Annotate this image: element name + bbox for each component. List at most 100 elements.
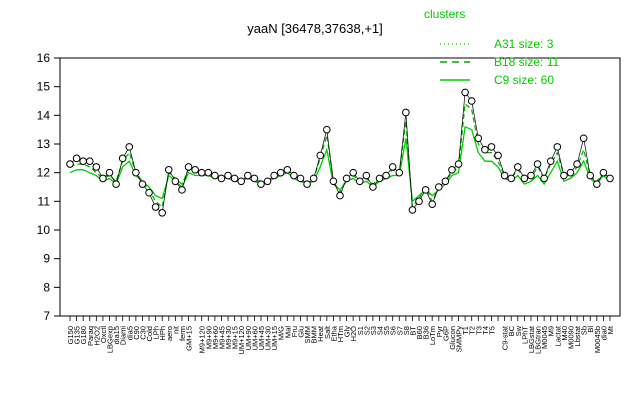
x-tick-label: LPhT xyxy=(520,326,529,344)
data-point xyxy=(138,180,147,188)
data-point xyxy=(448,166,456,174)
legend-label-a31: A31 size: 3 xyxy=(494,37,554,51)
data-point xyxy=(316,151,325,160)
data-point xyxy=(586,171,595,180)
x-tick-label: UM+30 xyxy=(264,326,273,350)
x-tick-label: G150 xyxy=(66,326,75,344)
data-point xyxy=(369,183,377,191)
x-tick-label: Glucon xyxy=(448,326,457,350)
data-point xyxy=(132,168,140,177)
data-point xyxy=(92,163,101,171)
x-tick-label: S2 xyxy=(362,326,371,335)
x-tick-label: Gly xyxy=(343,326,352,338)
x-tick-label: T1 xyxy=(461,326,470,335)
data-point xyxy=(349,168,357,177)
x-tick-label: Lbstat xyxy=(573,325,582,346)
data-point xyxy=(72,154,81,163)
data-point xyxy=(441,177,450,186)
x-tick-label: G180 xyxy=(79,326,88,344)
y-tick-label: 14 xyxy=(37,108,51,122)
x-tick-label: Glu xyxy=(296,326,305,338)
x-tick-label: LBGstat xyxy=(527,325,536,353)
x-tick-label: SMMPy xyxy=(455,326,464,353)
y-tick-label: 8 xyxy=(43,280,50,294)
x-tick-label: Mal xyxy=(283,326,292,338)
x-tick-label: dia15 xyxy=(112,326,121,344)
y-tick-label: 7 xyxy=(43,309,50,323)
y-tick-label: 11 xyxy=(38,194,51,208)
x-tick-label: LoTm xyxy=(428,326,437,345)
x-tick-label: BMM xyxy=(310,326,319,344)
x-tick-label: UM+45 xyxy=(257,326,266,350)
data-point xyxy=(507,174,516,183)
x-tick-label: T5 xyxy=(487,326,496,335)
data-point xyxy=(566,168,575,177)
data-point xyxy=(99,174,107,183)
data-point xyxy=(487,143,496,151)
x-tick-label: H2O2 xyxy=(92,326,101,346)
x-tick-label: Oxctl xyxy=(99,326,108,343)
x-tick-label: C30 xyxy=(138,326,147,340)
chart-title: yaaN [36478,37638,+1] xyxy=(247,21,383,36)
x-tick-label: Etha xyxy=(329,325,338,341)
x-tick-label: LBGexp xyxy=(106,326,115,353)
data-point xyxy=(125,143,134,151)
x-tick-label: HTm xyxy=(336,326,345,342)
data-point xyxy=(342,174,351,183)
data-point xyxy=(296,174,305,183)
data-point xyxy=(151,203,160,211)
data-point xyxy=(395,168,404,177)
x-tick-label: ferm xyxy=(178,326,187,341)
y-tick-label: 13 xyxy=(37,137,51,151)
x-tick-label: Mt xyxy=(606,325,615,334)
data-point xyxy=(494,151,502,160)
data-point xyxy=(375,174,384,183)
x-tick-label: S7 xyxy=(395,326,404,335)
data-point xyxy=(573,160,581,168)
data-point xyxy=(237,177,246,186)
x-tick-label: S4 xyxy=(376,326,385,335)
data-point xyxy=(415,197,423,206)
data-point xyxy=(527,171,535,180)
data-point xyxy=(197,168,206,177)
x-tick-label: M0090 xyxy=(566,326,575,349)
x-tick-label: Sb xyxy=(580,326,589,335)
x-tick-label: HPh xyxy=(158,326,167,341)
data-point xyxy=(474,134,483,143)
y-tick-label: 12 xyxy=(37,166,51,180)
data-point xyxy=(204,168,213,177)
data-point xyxy=(540,174,548,183)
y-tick-label: 9 xyxy=(43,252,50,266)
data-point xyxy=(244,171,252,180)
data-point xyxy=(224,171,232,180)
x-tick-label: S3 xyxy=(369,326,378,335)
data-point xyxy=(362,171,371,180)
x-tick-label: M9+30 xyxy=(224,326,233,349)
x-tick-label: Heat xyxy=(316,325,325,342)
data-point xyxy=(270,171,278,180)
x-tick-label: T2 xyxy=(468,326,477,335)
data-point xyxy=(276,168,285,177)
data-point xyxy=(599,168,608,177)
data-point xyxy=(421,186,430,194)
x-tick-label: B36 xyxy=(422,326,431,339)
x-tick-label: S5 xyxy=(382,326,391,335)
data-point xyxy=(408,206,417,214)
data-point xyxy=(230,174,239,183)
data-point xyxy=(546,157,555,165)
x-tick-label: S6 xyxy=(389,326,398,335)
x-tick-label: BT xyxy=(408,326,417,336)
data-point xyxy=(402,108,410,117)
x-tick-label: Pyr xyxy=(435,325,444,337)
x-tick-label: LPh xyxy=(152,326,161,339)
x-tick-label: T3 xyxy=(474,326,483,335)
x-tick-label: S1 xyxy=(356,326,365,335)
x-tick-label: UM+120 xyxy=(237,326,246,355)
data-point xyxy=(533,160,542,168)
x-tick-label: M9 xyxy=(547,326,556,336)
x-tick-label: aero xyxy=(165,326,174,341)
data-point xyxy=(382,171,390,180)
x-tick-label: dia5 xyxy=(125,326,134,340)
data-point xyxy=(329,177,338,186)
